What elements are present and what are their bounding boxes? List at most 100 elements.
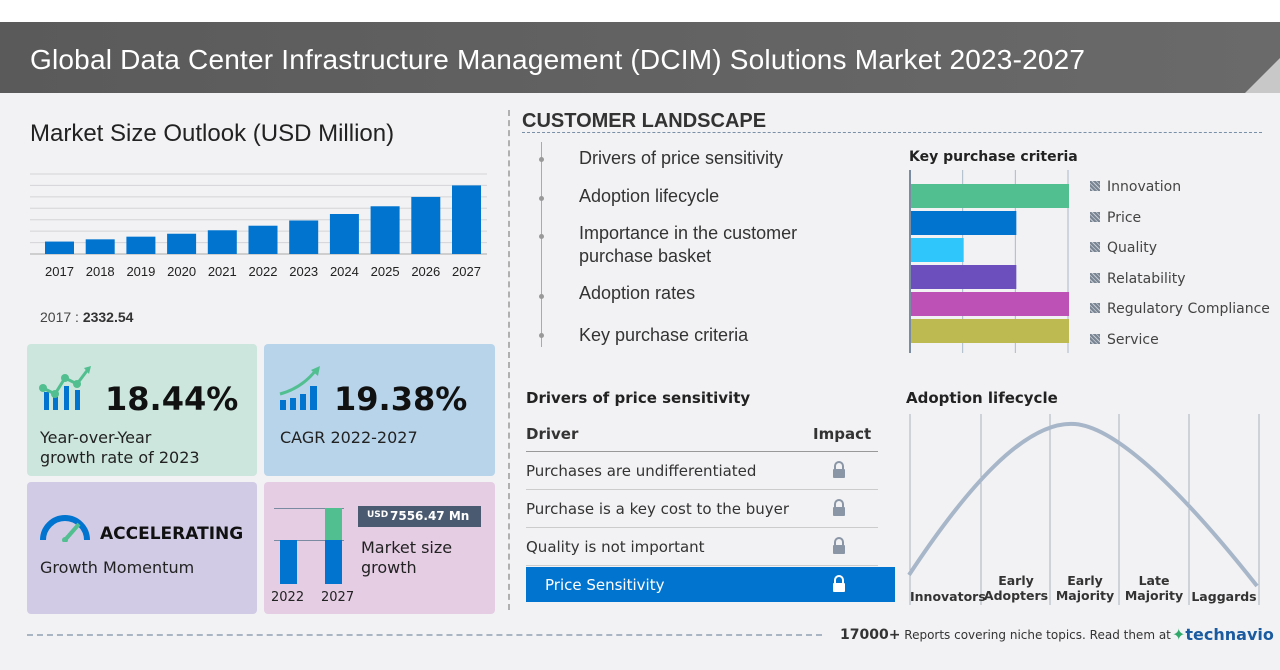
driver-label: Purchase is a key cost to the buyer	[526, 500, 790, 518]
title-underline	[522, 132, 1262, 133]
x-tick-label: 2025	[371, 264, 400, 279]
bar-2022	[280, 540, 297, 584]
legend-label: Quality	[1107, 240, 1158, 256]
cagr-value: 19.38%	[334, 380, 468, 418]
table-header: Driver Impact	[526, 416, 878, 452]
list-item: purchase basket	[579, 246, 712, 266]
bar-2020	[167, 233, 197, 254]
lock-icon	[833, 575, 845, 592]
kpc-chart	[909, 170, 1069, 353]
growth-card: 2022 2027 USD 7556.47 Mn Market size growt…	[264, 482, 495, 614]
bar-2017	[45, 241, 74, 254]
bar-2026	[411, 196, 441, 254]
legend-label: Regulatory Compliance	[1107, 301, 1270, 317]
col-impact: Impact	[813, 425, 872, 443]
list-item: Adoption lifecycle	[579, 186, 720, 206]
brand-name: technavio	[1185, 625, 1274, 644]
cagr-label: CAGR 2022-2027	[280, 428, 418, 447]
customer-landscape-title: CUSTOMER LANDSCAPE	[522, 110, 767, 132]
base-value: 2332.54	[82, 309, 134, 325]
momentum-label: Growth Momentum	[40, 558, 195, 577]
highlight-label: Price Sensitivity	[545, 576, 665, 594]
logo-mark-icon: ✦	[1172, 625, 1186, 644]
growth-chart-icon	[39, 366, 91, 410]
cagr-card: 19.38% CAGR 2022-2027	[264, 344, 495, 476]
stage-line1: Late	[1138, 573, 1170, 588]
kpc-bar-quality	[911, 238, 964, 262]
bar-2021	[207, 230, 237, 254]
kpc-legend-item: Quality	[1090, 240, 1157, 256]
legend-swatch-icon	[1090, 242, 1100, 252]
adoption-title: Adoption lifecycle	[906, 389, 1058, 407]
lock-icon	[833, 461, 845, 478]
page-title: Global Data Center Infrastructure Manage…	[30, 44, 1086, 75]
footer-caption: Reports covering niche topics. Read them…	[904, 628, 1171, 642]
kpc-legend-item: Regulatory Compliance	[1090, 301, 1270, 317]
legend-label: Price	[1107, 209, 1142, 226]
base-year-readout: 2017 : 2332.54	[40, 309, 133, 325]
stage-line2: Majority	[1055, 588, 1115, 603]
yoy-label-line2: growth rate of 2023	[40, 448, 200, 467]
x-tick-label: 2022	[249, 264, 278, 279]
kpc-bar-relatability	[911, 265, 1017, 289]
stage-line1: Laggards	[1191, 589, 1257, 604]
legend-swatch-icon	[1090, 211, 1100, 222]
x-tick-label: 2018	[86, 264, 115, 279]
list-item: Key purchase criteria	[579, 325, 749, 345]
base-year: 2017	[40, 309, 72, 325]
x-tick-label: 2026	[411, 264, 440, 279]
report-count: 17000+	[840, 627, 901, 643]
title-bar: Global Data Center Infrastructure Manage…	[0, 22, 1280, 93]
kpc-bar-innovation	[911, 184, 1069, 208]
speedometer-icon	[40, 515, 90, 542]
driver-label: Quality is not important	[526, 538, 705, 556]
x-tick-label: 2023	[289, 264, 318, 279]
legend-label: Innovation	[1107, 179, 1182, 195]
stage-line2: Majority	[1124, 588, 1184, 603]
legend-swatch-icon	[1090, 303, 1100, 313]
legend-swatch-icon	[1090, 181, 1100, 191]
yoy-value: 18.44%	[105, 380, 239, 418]
stage-line1: Early	[1067, 573, 1103, 588]
stage-line2: Adopters	[983, 588, 1049, 603]
bar-2023	[289, 220, 319, 254]
stage-line1: Innovators	[910, 589, 986, 604]
technavio-logo[interactable]: ✦technavio	[1172, 625, 1274, 644]
bar-2019	[126, 236, 156, 254]
driver-label: Purchases are undifferentiated	[526, 462, 757, 480]
rising-bars-icon	[279, 366, 320, 410]
bar-2027	[325, 540, 342, 584]
momentum-card: ACCELERATING Growth Momentum	[27, 482, 257, 614]
kpc-bar-service	[911, 319, 1069, 343]
top-strip	[0, 0, 1280, 22]
kpc-bar-price	[911, 211, 1017, 235]
year-end: 2027	[321, 590, 355, 605]
kpc-legend-item: Innovation	[1090, 179, 1181, 195]
x-tick-label: 2027	[452, 264, 481, 279]
footer-text: 17000+ Reports covering niche topics. Re…	[840, 627, 1171, 643]
list-item: Adoption rates	[579, 283, 696, 303]
legend-swatch-icon	[1090, 272, 1100, 283]
kpc-legend-item: Relatability	[1090, 271, 1186, 287]
year-start: 2022	[271, 590, 305, 605]
list-line	[541, 142, 542, 347]
x-tick-label: 2019	[126, 264, 155, 279]
x-tick-label: 2017	[45, 264, 74, 279]
separator: :	[75, 309, 79, 325]
list-item: Importance in the customer	[579, 223, 798, 243]
x-tick-label: 2024	[330, 264, 359, 279]
stage-line1: Early	[998, 573, 1034, 588]
col-driver: Driver	[526, 425, 579, 443]
kpc-legend-item: Service	[1090, 332, 1159, 348]
adoption-stage: Late Majority	[1119, 573, 1189, 603]
yoy-label: Year-over-Year growth rate of 2023	[40, 428, 200, 468]
adoption-stage: Early Majority	[1050, 573, 1120, 603]
growth-value-badge: USD 7556.47 Mn	[358, 506, 481, 527]
lock-icon	[833, 499, 845, 516]
table-row: Quality is not important	[526, 528, 878, 566]
x-tick-label: 2021	[208, 264, 237, 279]
growth-label-line1: Market size	[361, 538, 453, 557]
table-row: Purchases are undifferentiated	[526, 452, 878, 490]
x-tick-label: 2020	[167, 264, 196, 279]
table-row: Purchase is a key cost to the buyer	[526, 490, 878, 528]
